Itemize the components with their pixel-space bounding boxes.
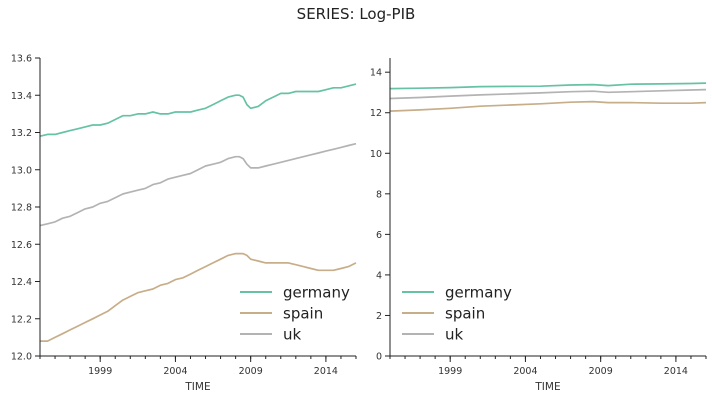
- legend: germany spain uk: [402, 284, 512, 344]
- legend-label-germany: germany: [445, 284, 512, 302]
- y-tick-label: 0: [376, 352, 382, 363]
- y-tick-label: 8: [376, 189, 382, 200]
- y-tick-label: 13.6: [11, 54, 32, 65]
- y-tick-label: 12.0: [11, 352, 32, 363]
- legend-label-uk: uk: [283, 326, 302, 344]
- x-tick-label: 2009: [589, 366, 613, 377]
- x-tick-label: 2014: [314, 366, 338, 377]
- figure-title: SERIES: Log-PIB: [297, 5, 416, 23]
- x-tick-label: 2009: [239, 366, 263, 377]
- y-tick-label: 12.2: [11, 314, 32, 325]
- y-tick-label: 13.2: [11, 128, 32, 139]
- series-line-uk: [39, 142, 357, 227]
- y-tick-label: 13.0: [11, 165, 32, 176]
- y-tick-label: 12.6: [11, 240, 32, 251]
- x-axis-label: TIME: [184, 381, 210, 393]
- legend-label-spain: spain: [445, 305, 485, 323]
- right-subplot: 0 2 4 6 8 10 12 14 1999 2004 2009 2014 TIME germany sp…: [370, 58, 707, 393]
- x-tick-label: 2014: [664, 366, 688, 377]
- y-tick-label: 6: [376, 230, 382, 241]
- left-subplot: 12.0 12.2 12.4 12.6 12.8 13.0 13.2 13.4 13.6 1999…: [11, 54, 357, 393]
- series-line-spain: [40, 252, 357, 342]
- series-line-germany: [39, 83, 357, 138]
- y-tick-label: 2: [376, 311, 382, 322]
- y-tick-label: 12: [370, 108, 382, 119]
- x-tick-label: 1999: [88, 366, 112, 377]
- x-tick-label: 1999: [438, 366, 462, 377]
- y-tick-label: 10: [370, 149, 382, 160]
- legend-label-germany: germany: [283, 284, 350, 302]
- legend-label-spain: spain: [283, 305, 323, 323]
- y-tick-label: 13.4: [11, 91, 32, 102]
- legend: germany spain uk: [240, 284, 350, 344]
- y-tick-label: 12.4: [11, 277, 32, 288]
- legend-label-uk: uk: [445, 326, 464, 344]
- y-tick-label: 4: [376, 270, 382, 281]
- series-line-uk: [389, 88, 707, 100]
- series-line-germany: [389, 82, 707, 90]
- x-tick-label: 2004: [163, 366, 187, 377]
- y-tick-label: 14: [370, 68, 382, 79]
- y-tick-label: 12.8: [11, 203, 32, 214]
- x-axis-label: TIME: [534, 381, 560, 393]
- series-line-spain: [389, 100, 707, 112]
- x-tick-label: 2004: [513, 366, 537, 377]
